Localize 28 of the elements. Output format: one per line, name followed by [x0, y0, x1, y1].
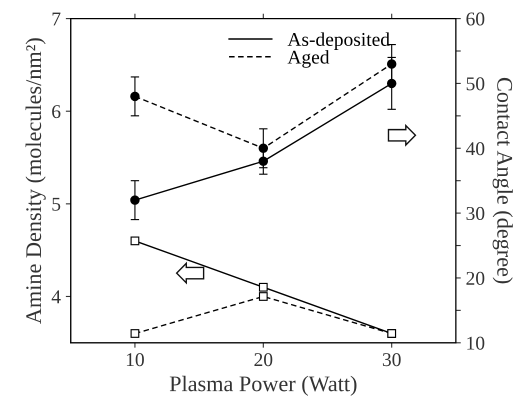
- x-tick-label: 10: [126, 353, 144, 366]
- x-tick-label: 30: [382, 353, 401, 366]
- point: [130, 236, 140, 246]
- point: [258, 156, 268, 166]
- x-axis-title: Plasma Power (Watt): [170, 376, 356, 396]
- y-tick-label: 4: [52, 290, 61, 304]
- point: [386, 78, 396, 88]
- point: [386, 59, 396, 69]
- point: [258, 144, 268, 153]
- x-tick-label: 20: [254, 353, 272, 366]
- point: [130, 329, 140, 338]
- y2-tick-label: 60: [466, 12, 484, 26]
- y2-axis-title: Contact Angle (degree): [492, 78, 513, 284]
- point: [258, 282, 268, 292]
- legend-label: Aged: [288, 50, 330, 68]
- y2-tick-label: 10: [467, 336, 484, 350]
- point: [258, 292, 268, 301]
- y-tick-label: 7: [52, 12, 60, 26]
- y2-tick-label: 30: [466, 206, 484, 220]
- y2-tick-label: 40: [466, 142, 484, 156]
- y-tick-label: 6: [52, 105, 60, 118]
- y-tick-label: 5: [52, 198, 60, 211]
- y-axis-title: Amine Density (molecules/nm²): [26, 38, 46, 324]
- point: [130, 195, 140, 205]
- point: [130, 92, 140, 102]
- y2-tick-label: 20: [466, 272, 484, 285]
- y2-tick-label: 50: [466, 77, 484, 90]
- legend-label: As-deposited: [288, 32, 390, 50]
